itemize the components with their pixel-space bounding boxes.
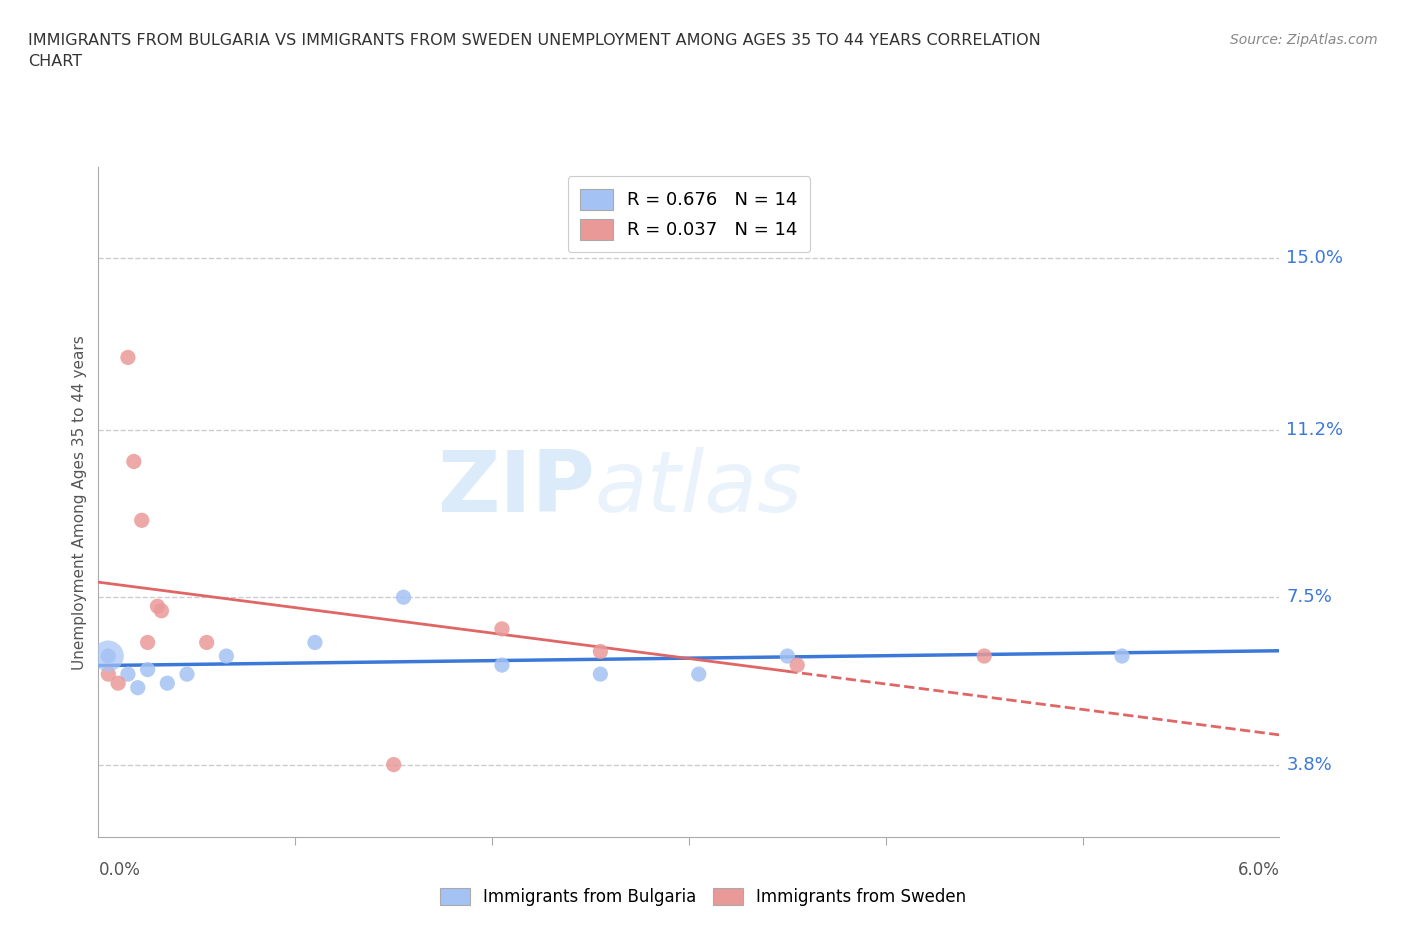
Legend: Immigrants from Bulgaria, Immigrants from Sweden: Immigrants from Bulgaria, Immigrants fro…	[433, 881, 973, 912]
Text: IMMIGRANTS FROM BULGARIA VS IMMIGRANTS FROM SWEDEN UNEMPLOYMENT AMONG AGES 35 TO: IMMIGRANTS FROM BULGARIA VS IMMIGRANTS F…	[28, 33, 1040, 47]
Point	[122, 454, 145, 469]
Text: 15.0%: 15.0%	[1286, 249, 1344, 267]
Point	[491, 658, 513, 672]
Point	[136, 635, 159, 650]
Point	[136, 662, 159, 677]
Text: 6.0%: 6.0%	[1237, 860, 1279, 879]
Point	[131, 512, 153, 527]
Point	[176, 667, 198, 682]
Point	[304, 635, 326, 650]
Point	[786, 658, 808, 672]
Point	[392, 590, 415, 604]
Point	[97, 648, 120, 663]
Point	[589, 667, 612, 682]
Y-axis label: Unemployment Among Ages 35 to 44 years: Unemployment Among Ages 35 to 44 years	[72, 335, 87, 670]
Point	[107, 676, 129, 691]
Point	[776, 648, 799, 663]
Text: 7.5%: 7.5%	[1286, 588, 1333, 606]
Point	[973, 648, 995, 663]
Point	[150, 604, 173, 618]
Legend: R = 0.676   N = 14, R = 0.037   N = 14: R = 0.676 N = 14, R = 0.037 N = 14	[568, 177, 810, 252]
Text: atlas: atlas	[595, 447, 803, 530]
Point	[589, 644, 612, 659]
Point	[127, 680, 149, 695]
Point	[146, 599, 169, 614]
Point	[688, 667, 710, 682]
Point	[195, 635, 218, 650]
Text: 3.8%: 3.8%	[1286, 755, 1333, 774]
Text: 11.2%: 11.2%	[1286, 420, 1344, 439]
Point	[117, 667, 139, 682]
Point	[1111, 648, 1133, 663]
Point	[382, 757, 405, 772]
Text: ZIP: ZIP	[437, 447, 595, 530]
Point	[97, 667, 120, 682]
Text: Source: ZipAtlas.com: Source: ZipAtlas.com	[1230, 33, 1378, 46]
Point	[117, 350, 139, 365]
Text: CHART: CHART	[28, 54, 82, 69]
Point	[491, 621, 513, 636]
Point	[97, 648, 120, 663]
Point	[156, 676, 179, 691]
Point	[215, 648, 238, 663]
Text: 0.0%: 0.0%	[98, 860, 141, 879]
